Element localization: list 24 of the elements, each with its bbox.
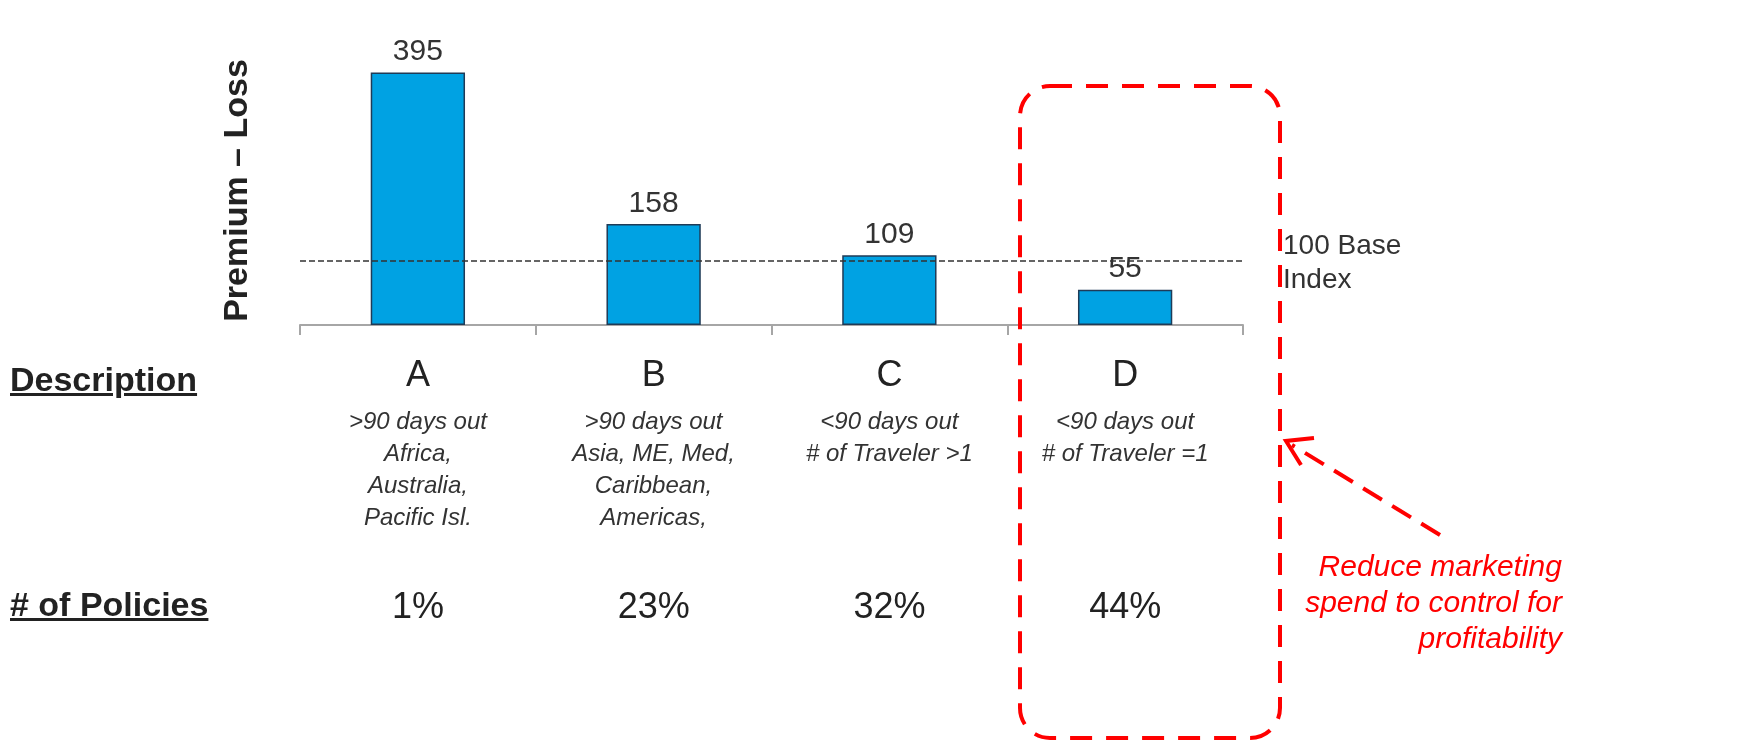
- text: 23%: [617, 585, 690, 627]
- data-label: 395: [392, 33, 443, 67]
- text: 44%: [1089, 585, 1162, 627]
- x-tick-label: C: [876, 352, 903, 394]
- text: <90 days out # of Traveler =1: [1041, 406, 1209, 468]
- data-label: 158: [628, 184, 679, 218]
- text: Reduce marketing spend to control for profitability: [1304, 548, 1562, 656]
- y-axis-title: Premium – Loss: [215, 58, 255, 322]
- x-tick-label: B: [641, 352, 666, 394]
- text: >90 days out Africa, Australia, Pacific Isl.: [348, 406, 487, 532]
- ref-line-label: 100 Base Index: [1283, 228, 1410, 294]
- text: # of Policies: [10, 585, 209, 624]
- text: Description: [10, 360, 198, 399]
- bar: [606, 224, 701, 325]
- text: 1%: [391, 585, 444, 627]
- text: >90 days out Asia, ME, Med, Caribbean, Americas,: [572, 406, 735, 532]
- text: 32%: [853, 585, 926, 627]
- x-tick-label: A: [405, 352, 430, 394]
- bar: [1077, 289, 1173, 325]
- data-label: 109: [864, 215, 915, 249]
- bar: [842, 255, 937, 325]
- bar: [370, 72, 466, 325]
- x-tick-label: D: [1112, 352, 1139, 394]
- text: <90 days out # of Traveler >1: [805, 406, 973, 468]
